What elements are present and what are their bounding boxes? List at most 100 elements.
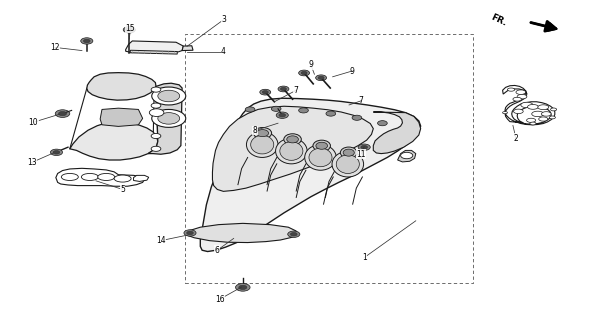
Circle shape: [262, 91, 268, 94]
Ellipse shape: [280, 142, 303, 160]
Polygon shape: [182, 46, 193, 51]
Ellipse shape: [98, 173, 115, 180]
Ellipse shape: [532, 111, 544, 116]
Polygon shape: [398, 150, 416, 162]
Ellipse shape: [521, 102, 533, 108]
Ellipse shape: [538, 105, 549, 109]
Text: 2: 2: [514, 134, 518, 143]
Text: 7: 7: [359, 96, 364, 105]
Circle shape: [184, 230, 196, 236]
Text: 14: 14: [156, 236, 166, 245]
Polygon shape: [503, 85, 555, 125]
Ellipse shape: [527, 118, 536, 122]
Circle shape: [318, 76, 324, 79]
Circle shape: [50, 149, 63, 156]
Circle shape: [326, 111, 336, 116]
Circle shape: [271, 106, 281, 111]
Ellipse shape: [517, 94, 527, 99]
Circle shape: [401, 152, 413, 159]
Text: 4: 4: [221, 47, 226, 56]
Circle shape: [151, 133, 161, 139]
Ellipse shape: [316, 142, 328, 149]
Polygon shape: [186, 223, 296, 243]
Ellipse shape: [530, 122, 536, 125]
Ellipse shape: [527, 104, 538, 109]
Text: 8: 8: [253, 126, 257, 135]
Ellipse shape: [251, 135, 274, 154]
Polygon shape: [56, 168, 144, 186]
Ellipse shape: [341, 147, 357, 158]
Ellipse shape: [503, 111, 507, 114]
Ellipse shape: [336, 155, 359, 173]
Circle shape: [55, 110, 70, 117]
Ellipse shape: [514, 109, 523, 114]
Ellipse shape: [539, 117, 548, 121]
Ellipse shape: [284, 134, 301, 145]
Ellipse shape: [61, 173, 78, 180]
Text: 1: 1: [362, 253, 367, 262]
Circle shape: [187, 231, 194, 235]
Circle shape: [53, 151, 59, 154]
Circle shape: [149, 109, 164, 116]
Text: 12: 12: [50, 43, 59, 52]
Ellipse shape: [305, 145, 336, 170]
Ellipse shape: [551, 108, 557, 111]
Text: 7: 7: [294, 86, 299, 95]
Text: 9: 9: [308, 60, 313, 69]
Circle shape: [83, 39, 90, 43]
Circle shape: [123, 27, 135, 33]
Ellipse shape: [507, 88, 515, 91]
Ellipse shape: [81, 173, 98, 180]
Ellipse shape: [541, 112, 551, 116]
Ellipse shape: [114, 175, 131, 182]
Ellipse shape: [276, 138, 307, 164]
Circle shape: [276, 112, 288, 118]
Text: 9: 9: [350, 67, 354, 76]
Text: 16: 16: [215, 295, 225, 304]
Polygon shape: [200, 98, 421, 252]
Circle shape: [358, 144, 370, 150]
Circle shape: [288, 231, 300, 237]
Polygon shape: [126, 41, 183, 52]
Circle shape: [301, 71, 307, 75]
Circle shape: [236, 284, 250, 291]
Text: 6: 6: [215, 246, 220, 255]
Circle shape: [352, 115, 362, 120]
Circle shape: [58, 111, 67, 116]
Circle shape: [290, 232, 297, 236]
Circle shape: [152, 109, 186, 127]
Text: 11: 11: [356, 150, 366, 159]
Circle shape: [278, 86, 289, 92]
Polygon shape: [148, 83, 182, 154]
Ellipse shape: [516, 90, 526, 94]
Polygon shape: [87, 73, 156, 100]
Ellipse shape: [253, 127, 272, 139]
Ellipse shape: [513, 97, 521, 101]
Polygon shape: [373, 112, 421, 154]
Text: 10: 10: [29, 118, 38, 127]
Ellipse shape: [256, 130, 268, 137]
Circle shape: [158, 90, 180, 102]
Circle shape: [239, 285, 247, 290]
Circle shape: [260, 89, 271, 95]
Circle shape: [299, 108, 308, 113]
Polygon shape: [134, 175, 149, 181]
Text: 15: 15: [126, 24, 135, 33]
Ellipse shape: [549, 116, 555, 119]
Ellipse shape: [343, 149, 354, 156]
Text: 3: 3: [221, 15, 226, 24]
Polygon shape: [130, 50, 177, 54]
Polygon shape: [212, 106, 373, 191]
Ellipse shape: [246, 132, 278, 157]
Circle shape: [126, 28, 133, 31]
Circle shape: [280, 87, 287, 91]
Circle shape: [279, 113, 286, 117]
Circle shape: [378, 121, 387, 126]
Circle shape: [81, 38, 93, 44]
Ellipse shape: [332, 151, 364, 177]
Ellipse shape: [287, 136, 299, 143]
Polygon shape: [70, 122, 158, 160]
Circle shape: [245, 107, 255, 112]
Circle shape: [151, 103, 161, 108]
Circle shape: [316, 75, 327, 81]
